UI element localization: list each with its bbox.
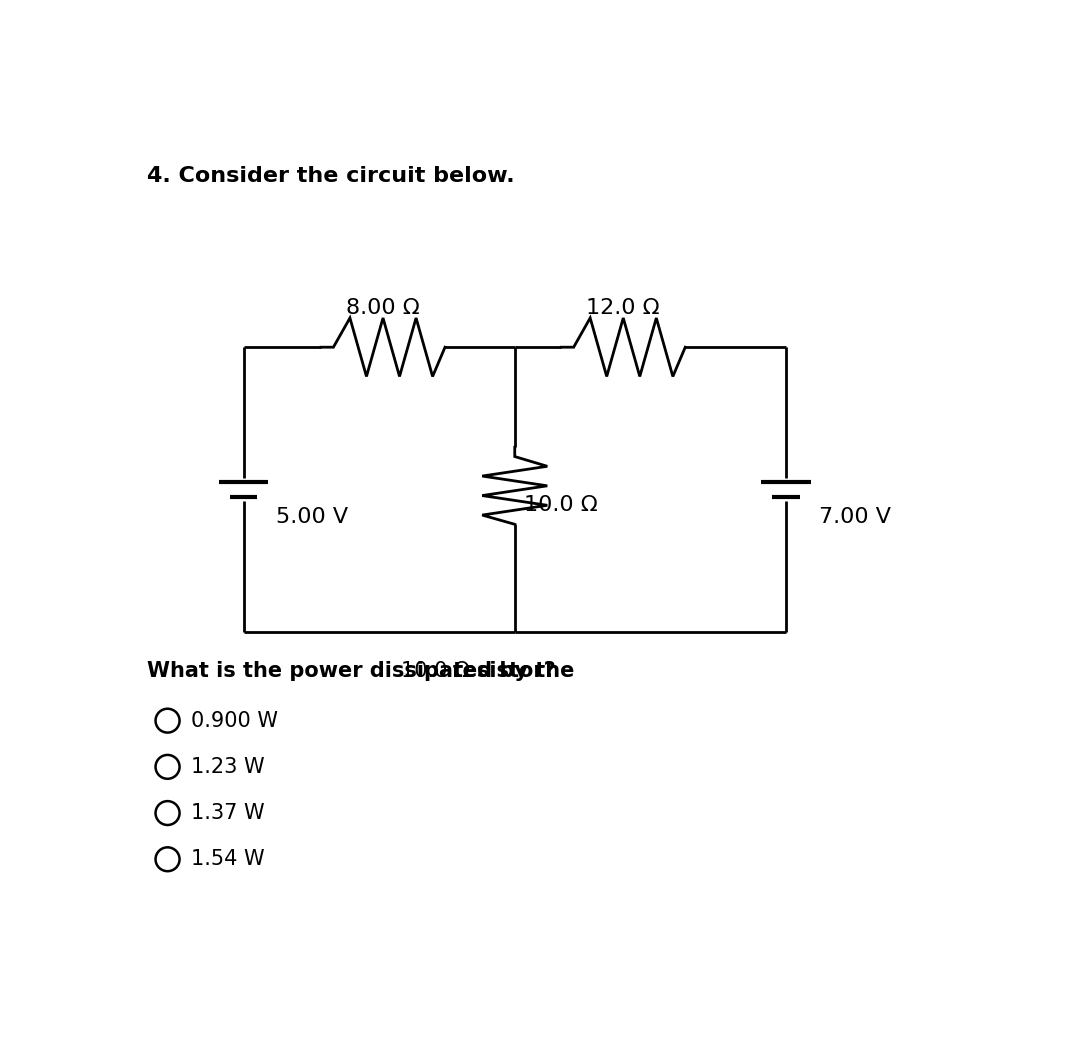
Text: 1.23 W: 1.23 W (191, 756, 265, 777)
Text: resistor?: resistor? (445, 661, 556, 681)
Text: 10.0 Ω: 10.0 Ω (524, 495, 598, 515)
Text: What is the power dissipated by the: What is the power dissipated by the (147, 661, 581, 681)
Text: 1.54 W: 1.54 W (191, 849, 265, 870)
Text: 10.0 Ω: 10.0 Ω (401, 661, 470, 681)
Text: 4. Consider the circuit below.: 4. Consider the circuit below. (147, 166, 514, 186)
Text: 5.00 V: 5.00 V (276, 507, 348, 527)
Text: 8.00 Ω: 8.00 Ω (346, 298, 420, 318)
Text: 1.37 W: 1.37 W (191, 803, 265, 823)
Text: 0.900 W: 0.900 W (191, 711, 278, 730)
Text: 7.00 V: 7.00 V (819, 507, 891, 527)
Text: 12.0 Ω: 12.0 Ω (586, 298, 660, 318)
